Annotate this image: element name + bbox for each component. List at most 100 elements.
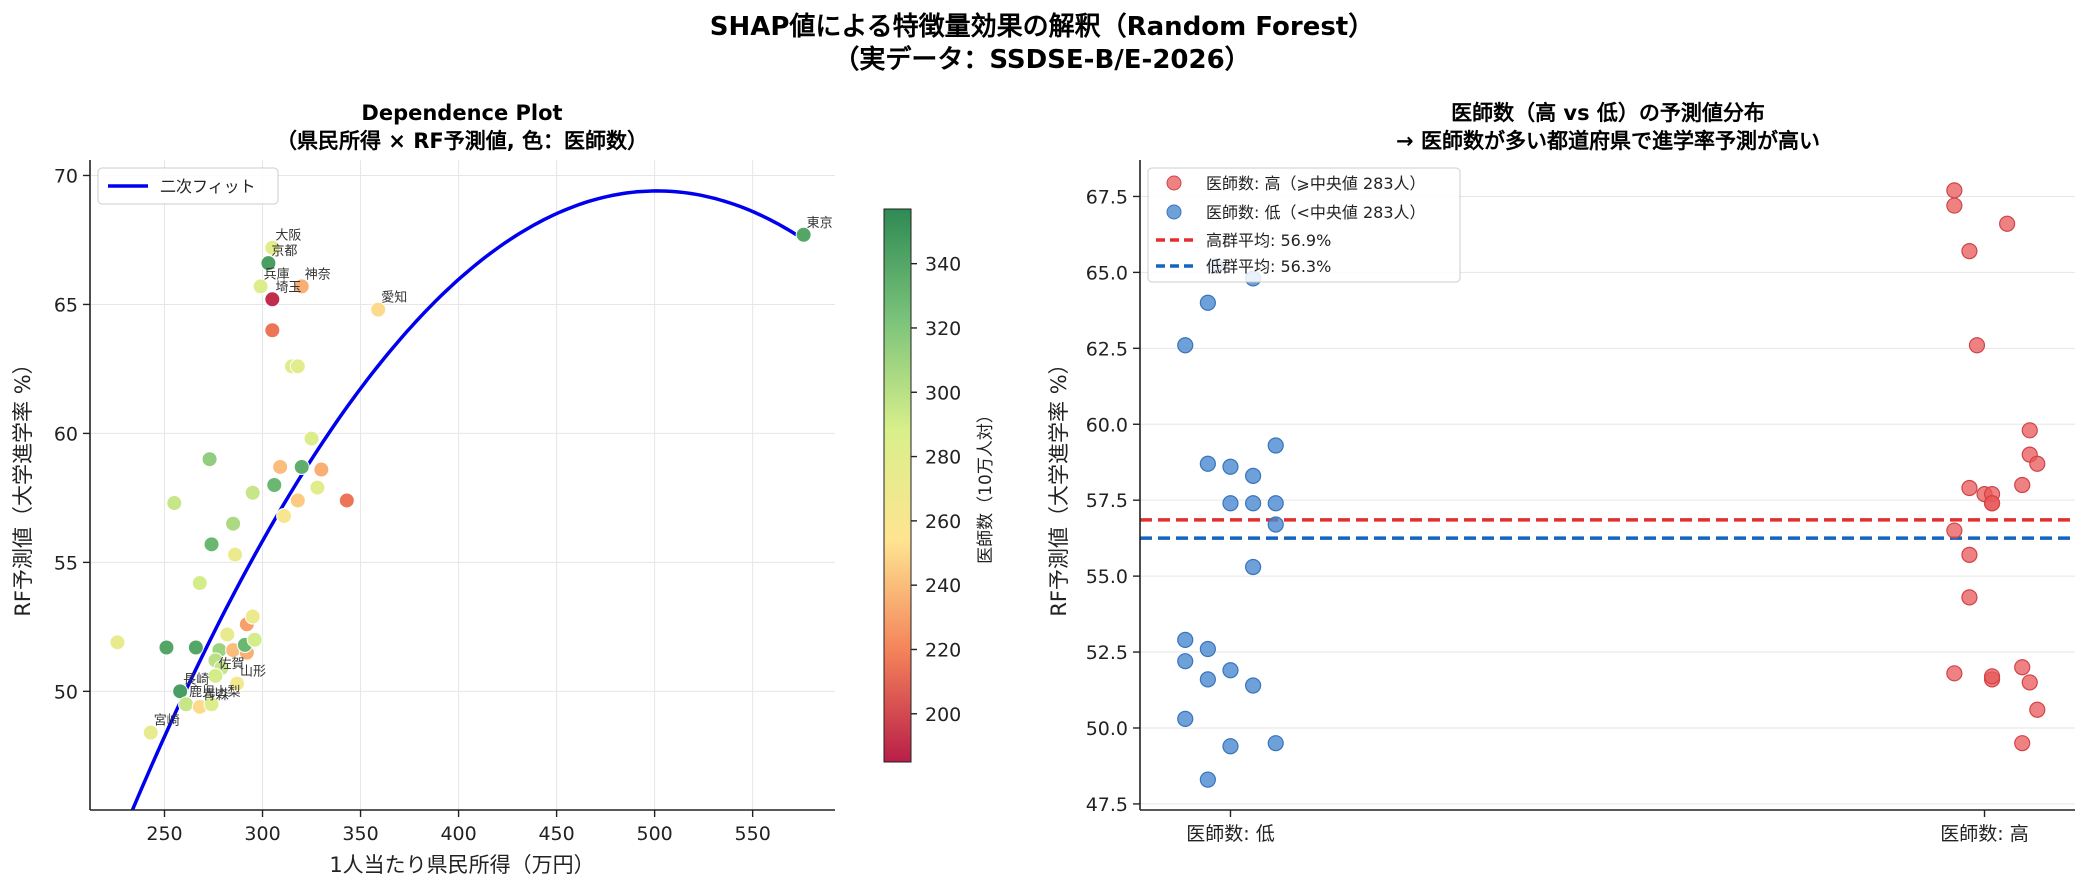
dependence-point <box>158 639 175 656</box>
low-group-point <box>1245 495 1262 512</box>
prefecture-label: 兵庫 <box>264 267 290 282</box>
dependence-point <box>227 546 244 563</box>
low-group-point <box>1222 738 1239 755</box>
high-group-point <box>2014 476 2031 494</box>
right-y-ticks: 47.5 50.0 52.5 55.0 57.5 60.0 62.5 65.0 67.5 <box>1086 186 1140 816</box>
legend-high-label: 医師数: 高（⩾中央値 283人） <box>1206 174 1426 193</box>
right-y-tick-label: 67.5 <box>1086 186 1128 208</box>
left-x-label: 1人当たり県民所得（万円） <box>329 853 594 877</box>
low-group-point <box>1222 458 1239 475</box>
right-points <box>1177 182 2046 788</box>
dependence-point <box>246 631 263 648</box>
low-group-point <box>1177 653 1194 670</box>
left-y-label: RF予測値（大学進学率 %） <box>11 353 35 616</box>
left-legend-box <box>97 167 279 205</box>
right-y-tick-label: 55.0 <box>1086 566 1128 588</box>
high-group-point <box>1983 495 2001 512</box>
dependence-point <box>338 492 355 509</box>
prefecture-label: 佐賀 <box>218 657 244 672</box>
right-y-label: RF予測値（大学進学率 %） <box>1047 353 1071 616</box>
left-y-tick-label: 70 <box>54 165 78 187</box>
colorbar-tick-label: 260 <box>925 511 961 533</box>
dependence-point <box>266 477 283 493</box>
prefecture-label: 大阪 <box>275 229 301 244</box>
prefecture-label: 神奈 <box>305 267 331 282</box>
left-y-ticks: 50 55 60 65 70 <box>54 165 90 703</box>
figure-title-line1: SHAP値による特徴量効果の解釈（Random Forest） <box>710 11 1375 42</box>
figure-title-line2: （実データ：SSDSE-B/E-2026） <box>833 44 1250 75</box>
dependence-point <box>207 667 224 684</box>
low-group-point <box>1177 631 1194 649</box>
left-x-tick-label: 550 <box>735 823 771 845</box>
left-x-ticks: 250 300 350 400 450 500 550 <box>146 810 771 845</box>
right-legend-box <box>1147 167 1461 283</box>
low-group-point <box>1199 294 1216 311</box>
colorbar-tick-label: 300 <box>925 382 961 404</box>
high-group-point <box>2029 701 2046 718</box>
high-group-point <box>2021 674 2038 691</box>
low-group-point <box>1222 495 1239 512</box>
colorbar-tick-label: 340 <box>925 254 961 276</box>
right-title-line1: 医師数（高 vs 低）の予測値分布 <box>1451 101 1765 125</box>
prefecture-label: 愛知 <box>381 290 407 306</box>
dependence-point <box>309 479 326 496</box>
dependence-point <box>225 515 242 532</box>
colorbar-tick-label: 200 <box>925 704 961 726</box>
low-group-point <box>1245 558 1262 576</box>
low-group-point <box>1199 671 1216 688</box>
left-legend: 二次フィット <box>97 167 279 205</box>
prefecture-label: 京都 <box>271 244 297 259</box>
dependence-point <box>272 458 289 475</box>
low-group-point <box>1245 467 1262 484</box>
prefecture-label: 東京 <box>807 215 833 231</box>
quadratic-fit-line <box>130 189 805 810</box>
dependence-point <box>293 278 310 295</box>
high-group-point <box>1961 243 1978 260</box>
left-x-tick-label: 250 <box>146 823 182 845</box>
left-title-line1: Dependence Plot <box>361 101 562 125</box>
high-group-point <box>1961 589 1978 606</box>
right-legend: 医師数: 高（⩾中央値 283人） 医師数: 低（<中央値 283人） 高群平均… <box>1147 167 1461 283</box>
dependence-point <box>260 255 277 272</box>
right-grid <box>1140 195 2075 805</box>
prefecture-label: 山梨 <box>215 685 241 700</box>
colorbar-tick-label: 220 <box>925 639 961 661</box>
right-y-tick-label: 50.0 <box>1086 718 1128 740</box>
dependence-point <box>303 430 320 447</box>
high-group-point <box>1999 215 2016 232</box>
low-group-point <box>1177 710 1194 727</box>
legend-low-swatch <box>1166 204 1182 220</box>
low-group-point <box>1267 437 1284 454</box>
high-group-point <box>2029 455 2046 472</box>
low-group-point <box>1267 495 1284 512</box>
right-x-ticks: 医師数: 低 医師数: 高 <box>1186 810 2029 845</box>
dependence-point <box>370 301 387 318</box>
dependence-point <box>201 451 218 468</box>
dependence-point <box>109 634 126 651</box>
dependence-point <box>219 626 236 643</box>
legend-high-swatch <box>1166 175 1182 191</box>
right-x-tick-label: 医師数: 高 <box>1940 823 2028 845</box>
right-y-tick-label: 65.0 <box>1086 262 1128 284</box>
left-y-tick-label: 60 <box>54 423 78 445</box>
dependence-point <box>795 226 812 243</box>
left-x-tick-label: 450 <box>538 823 574 845</box>
colorbar-bar <box>883 208 912 763</box>
low-group-point <box>1199 771 1216 788</box>
low-group-point <box>1199 640 1216 658</box>
left-title-line2: （県民所得 × RF予測値, 色：医師数） <box>276 129 648 153</box>
legend-low-label: 医師数: 低（<中央値 283人） <box>1206 203 1426 222</box>
low-group-point <box>1267 735 1284 752</box>
high-group-point <box>1983 668 2001 685</box>
dependence-point <box>264 291 281 308</box>
dependence-point <box>293 458 310 475</box>
prefecture-label: 埼玉 <box>275 280 301 295</box>
low-group-point <box>1222 662 1239 679</box>
high-group-point <box>2014 735 2031 752</box>
dependence-point <box>229 675 246 692</box>
high-group-point <box>2014 659 2031 676</box>
left-x-tick-label: 400 <box>440 823 476 845</box>
prefecture-label: 宮崎 <box>154 713 180 729</box>
right-y-tick-label: 47.5 <box>1086 794 1128 816</box>
